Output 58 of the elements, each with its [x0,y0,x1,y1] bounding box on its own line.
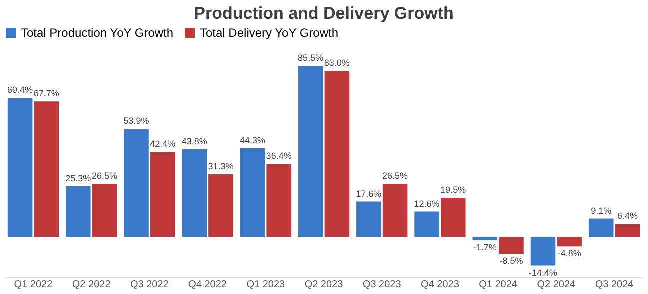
data-label: 25.3% [66,173,92,184]
data-label: 67.7% [34,88,60,99]
bar [441,198,466,237]
bar [266,164,292,237]
bar [8,98,33,237]
data-label: -1.7% [473,242,497,252]
bar [298,66,324,237]
data-label: 31.3% [208,161,234,172]
data-label: 44.3% [240,135,266,146]
bar [499,237,524,254]
x-tick-label: Q3 2022 [130,280,170,290]
x-tick-label: Q3 2024 [595,280,634,290]
bar [588,218,614,237]
data-label: 43.8% [182,136,208,146]
bar [208,174,234,237]
legend-label: Total Production YoY Growth [21,26,174,40]
x-tick-label: Q2 2022 [72,280,112,290]
bar [182,149,207,237]
bar [92,184,118,237]
bar [615,224,640,237]
bar [356,202,382,237]
bar [34,102,60,237]
x-tick-label: Q4 2023 [421,280,460,290]
data-label: 85.5% [298,53,324,63]
x-tick-label: Q2 2024 [537,280,576,290]
data-label: 26.5% [382,171,408,181]
legend-label: Total Delivery YoY Growth [200,26,339,40]
bar [124,129,149,237]
bar [382,184,408,237]
bar [150,152,176,237]
bar [66,186,91,237]
chart-title: Production and Delivery Growth [194,4,454,23]
x-tick-label: Q1 2023 [246,280,286,290]
bar [414,212,440,237]
bar [557,237,582,247]
data-label: -4.8% [558,248,582,259]
data-label: 53.9% [124,116,150,126]
bar [240,148,266,237]
data-label: 19.5% [440,185,466,195]
data-label: 9.1% [591,206,612,216]
x-tick-label: Q1 2022 [14,280,54,290]
data-label: 17.6% [356,188,382,199]
bar [324,71,350,237]
data-label: 42.4% [150,139,176,150]
data-label: 12.6% [414,198,440,209]
data-label: -14.4% [528,268,558,278]
data-label: -8.5% [500,256,524,266]
data-label: 69.4% [8,85,34,96]
data-label: 6.4% [617,211,638,222]
x-tick-label: Q2 2023 [304,280,344,290]
x-tick-label: Q3 2023 [362,280,402,290]
data-label: 36.4% [266,151,292,162]
x-tick-label: Q1 2024 [479,280,518,290]
bar [530,237,556,266]
data-label: 26.5% [92,171,118,181]
bar [472,237,498,240]
x-tick-label: Q4 2022 [188,280,228,290]
data-label: 83.0% [324,58,350,68]
